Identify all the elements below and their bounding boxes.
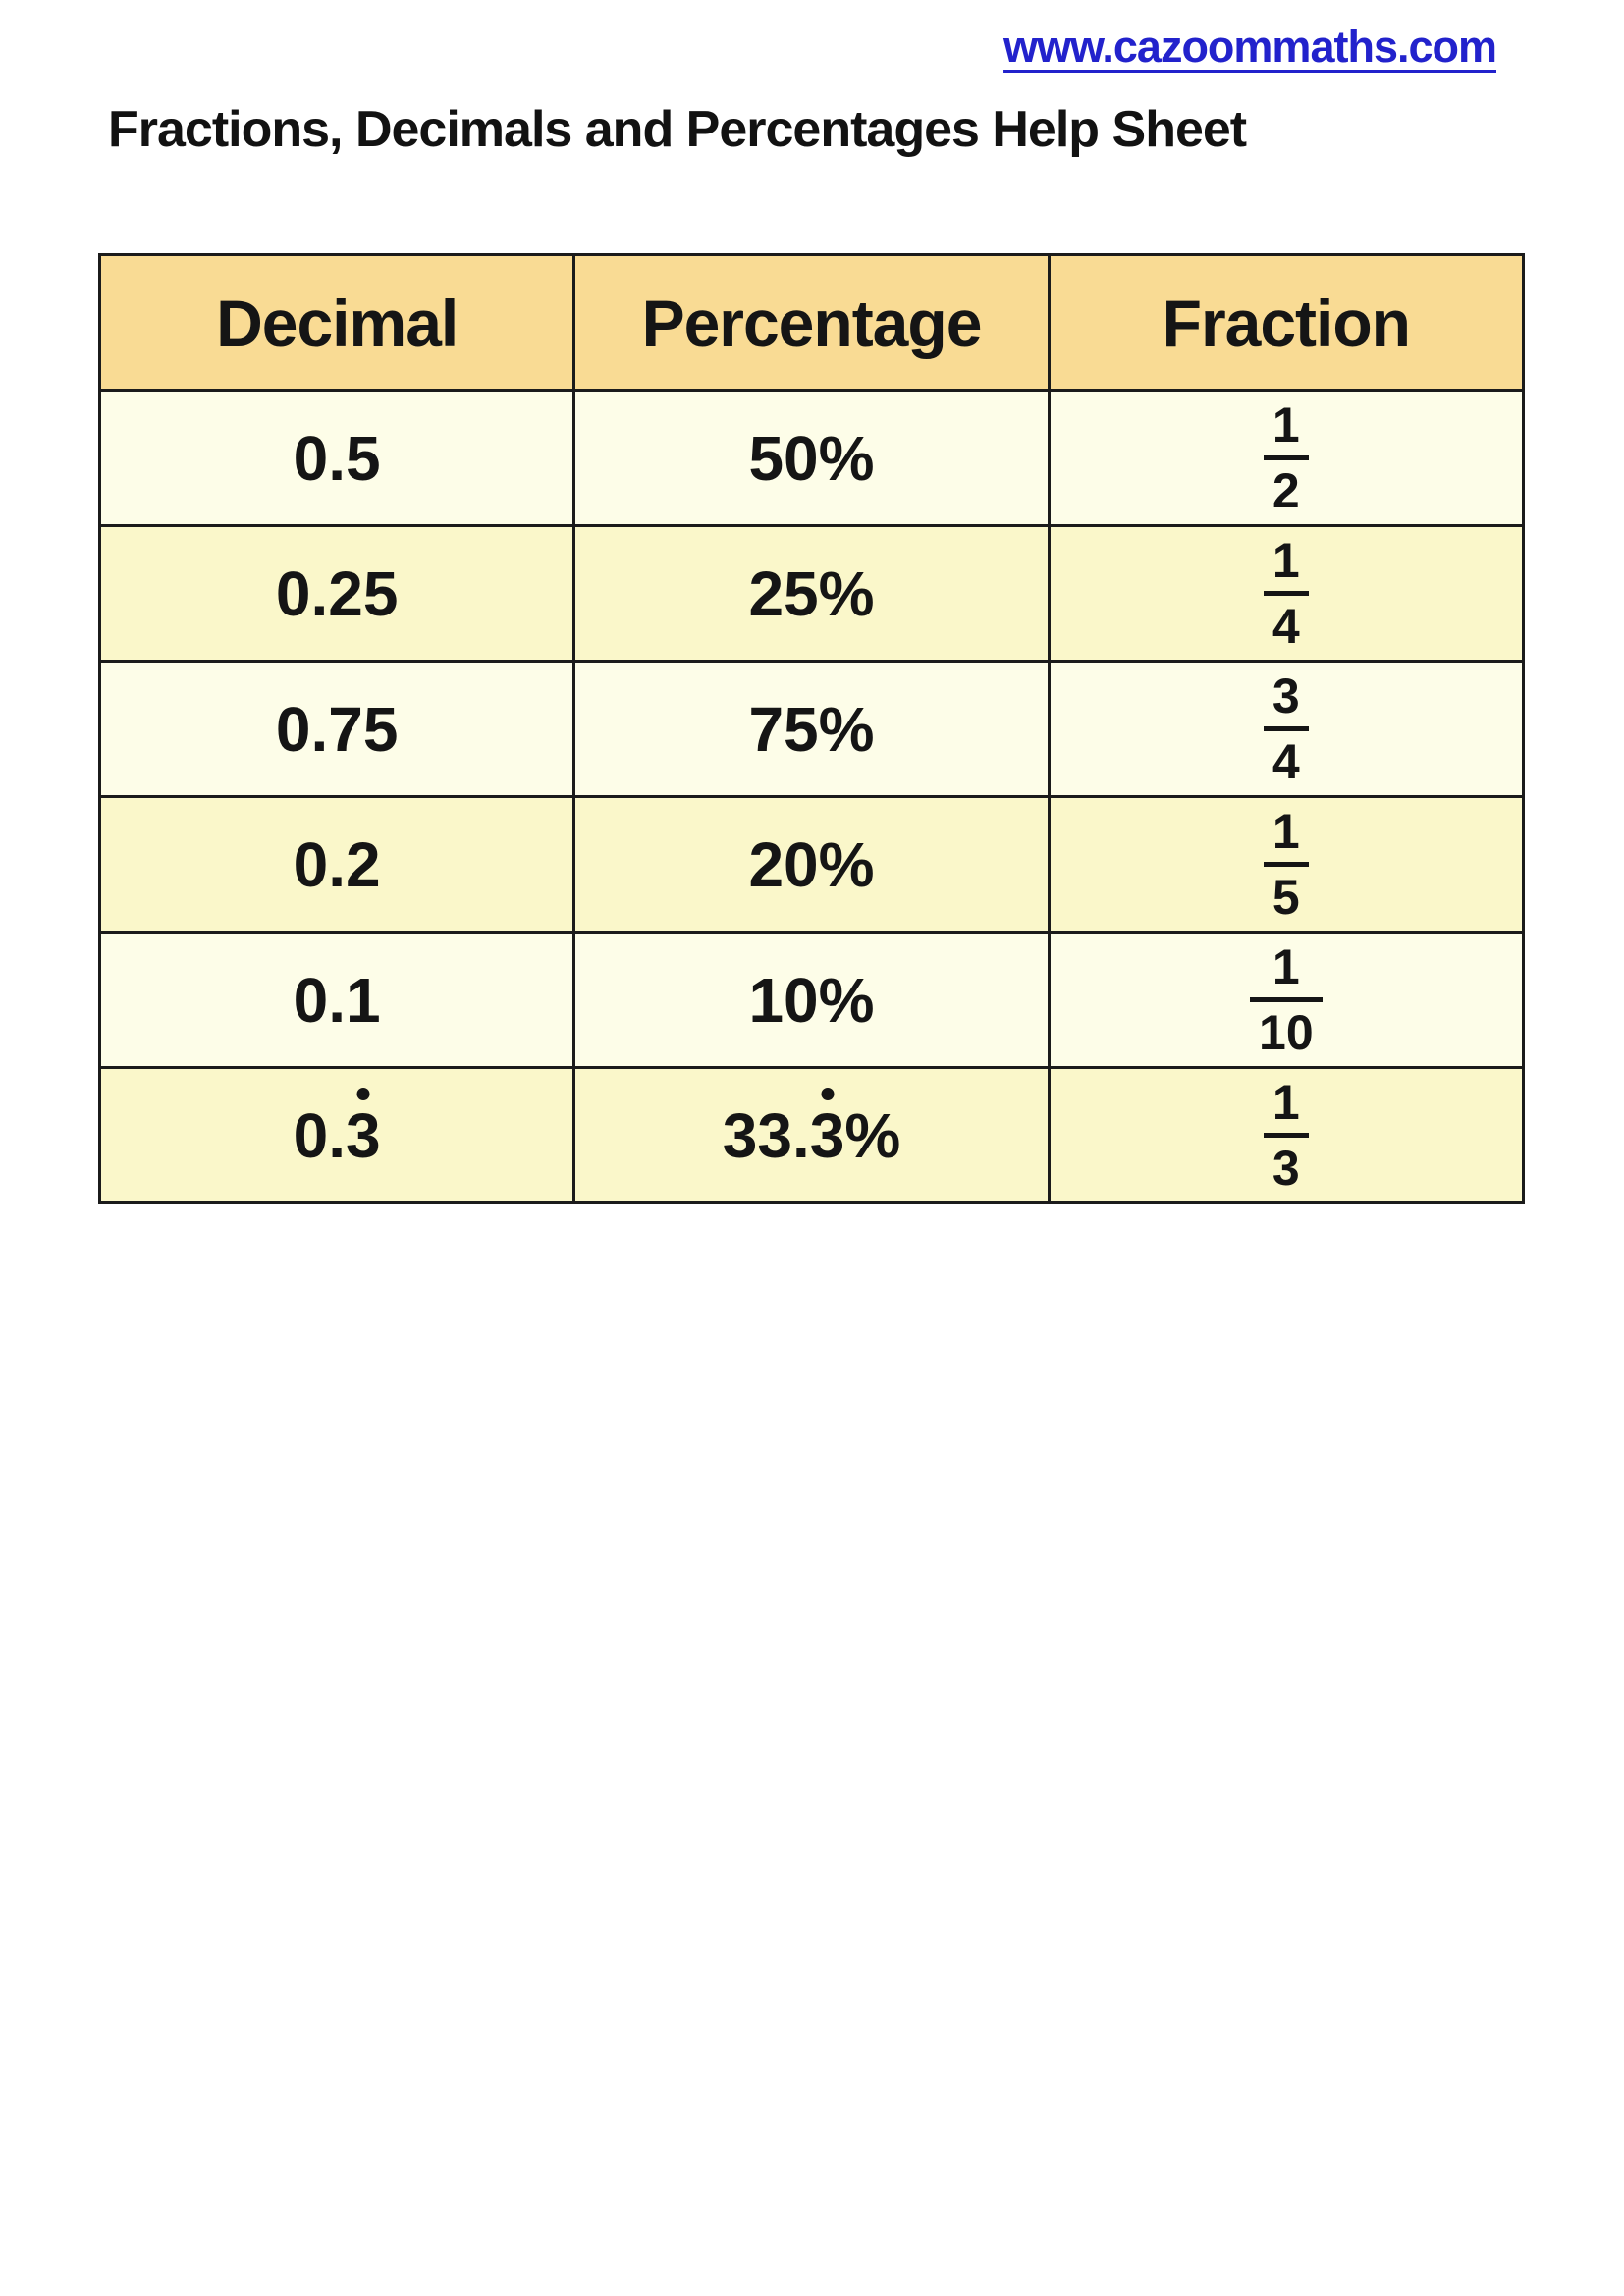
percentage-digits: 25 <box>748 558 819 629</box>
percentage-value: 33.3% <box>723 1100 900 1171</box>
table-row: 0.3 33.3% 1 3 <box>97 1066 1526 1204</box>
decimal-digits: 0.5 <box>293 422 381 494</box>
percent-sign: % <box>818 558 875 629</box>
fraction-cell: 1 5 <box>1047 795 1526 934</box>
fraction-denominator: 5 <box>1272 870 1300 925</box>
fraction-denominator: 2 <box>1272 463 1300 518</box>
percentage-digits: 33. <box>722 1099 810 1171</box>
table-row: 0.1 10% 1 10 <box>97 931 1526 1069</box>
percentage-digits: 75 <box>748 693 819 765</box>
percentage-value: 25% <box>748 559 874 629</box>
percentage-cell: 33.3% <box>572 1066 1051 1204</box>
fraction: 1 10 <box>1250 939 1323 1060</box>
percent-sign: % <box>818 422 875 494</box>
table-row: 0.75 75% 3 4 <box>97 660 1526 798</box>
percentage-cell: 20% <box>572 795 1051 934</box>
fraction: 1 2 <box>1263 398 1309 518</box>
page-title: Fractions, Decimals and Percentages Help… <box>108 101 1247 158</box>
percent-sign: % <box>844 1099 901 1171</box>
fraction-denominator: 10 <box>1259 1005 1314 1060</box>
conversion-table: Decimal Percentage Fraction 0.5 50% 1 2 <box>97 253 1526 1204</box>
percent-sign: % <box>818 693 875 765</box>
column-header-decimal: Decimal <box>97 253 576 392</box>
decimal-cell: 0.25 <box>97 524 576 663</box>
fraction: 1 3 <box>1263 1075 1309 1196</box>
recurring-digit: 3 <box>809 1099 845 1171</box>
fraction-bar <box>1263 726 1309 731</box>
decimal-cell: 0.2 <box>97 795 576 934</box>
decimal-value: 0.5 <box>294 423 381 494</box>
fraction-cell: 1 3 <box>1047 1066 1526 1204</box>
fraction-numerator: 1 <box>1272 533 1300 588</box>
decimal-value: 0.2 <box>294 829 381 900</box>
fraction-bar <box>1250 997 1323 1002</box>
decimal-cell: 0.5 <box>97 389 576 527</box>
percentage-cell: 50% <box>572 389 1051 527</box>
fraction-numerator: 1 <box>1272 1075 1300 1130</box>
table-row: 0.5 50% 1 2 <box>97 389 1526 527</box>
fraction-bar <box>1263 862 1309 867</box>
decimal-value: 0.25 <box>276 559 399 629</box>
fraction-cell: 1 4 <box>1047 524 1526 663</box>
percentage-digits: 50 <box>748 422 819 494</box>
fraction-bar <box>1263 455 1309 460</box>
percentage-value: 50% <box>748 423 874 494</box>
percent-sign: % <box>818 828 875 900</box>
recurring-digit: 3 <box>346 1099 381 1171</box>
decimal-value: 0.75 <box>276 694 399 765</box>
decimal-digits: 0. <box>293 1099 347 1171</box>
decimal-digits: 0.2 <box>293 828 381 900</box>
fraction-denominator: 3 <box>1272 1141 1300 1196</box>
percent-sign: % <box>818 964 875 1036</box>
fraction-bar <box>1263 1133 1309 1138</box>
table-row: 0.25 25% 1 4 <box>97 524 1526 663</box>
decimal-cell: 0.1 <box>97 931 576 1069</box>
percentage-value: 75% <box>748 694 874 765</box>
percentage-digits: 20 <box>748 828 819 900</box>
fraction: 1 4 <box>1263 533 1309 654</box>
site-url-link[interactable]: www.cazoommaths.com <box>1003 22 1497 72</box>
fraction-numerator: 1 <box>1272 398 1300 453</box>
decimal-cell: 0.75 <box>97 660 576 798</box>
percentage-digits: 10 <box>748 964 819 1036</box>
fraction-denominator: 4 <box>1272 734 1300 789</box>
decimal-digits: 0.25 <box>275 558 399 629</box>
fraction-bar <box>1263 591 1309 596</box>
percentage-cell: 10% <box>572 931 1051 1069</box>
fraction-denominator: 4 <box>1272 599 1300 654</box>
fraction-numerator: 1 <box>1272 939 1300 994</box>
fraction-numerator: 3 <box>1272 668 1300 723</box>
percentage-value: 20% <box>748 829 874 900</box>
decimal-value: 0.1 <box>294 965 381 1036</box>
fraction-cell: 1 2 <box>1047 389 1526 527</box>
column-header-fraction: Fraction <box>1047 253 1526 392</box>
decimal-cell: 0.3 <box>97 1066 576 1204</box>
fraction: 3 4 <box>1263 668 1309 789</box>
fraction-cell: 3 4 <box>1047 660 1526 798</box>
table-header-row: Decimal Percentage Fraction <box>97 253 1526 392</box>
fraction: 1 5 <box>1263 804 1309 925</box>
fraction-numerator: 1 <box>1272 804 1300 859</box>
decimal-digits: 0.75 <box>275 693 399 765</box>
percentage-cell: 25% <box>572 524 1051 663</box>
fraction-cell: 1 10 <box>1047 931 1526 1069</box>
column-header-percentage: Percentage <box>572 253 1051 392</box>
table-row: 0.2 20% 1 5 <box>97 795 1526 934</box>
decimal-digits: 0.1 <box>293 964 381 1036</box>
percentage-cell: 75% <box>572 660 1051 798</box>
decimal-value: 0.3 <box>294 1100 381 1171</box>
percentage-value: 10% <box>748 965 874 1036</box>
